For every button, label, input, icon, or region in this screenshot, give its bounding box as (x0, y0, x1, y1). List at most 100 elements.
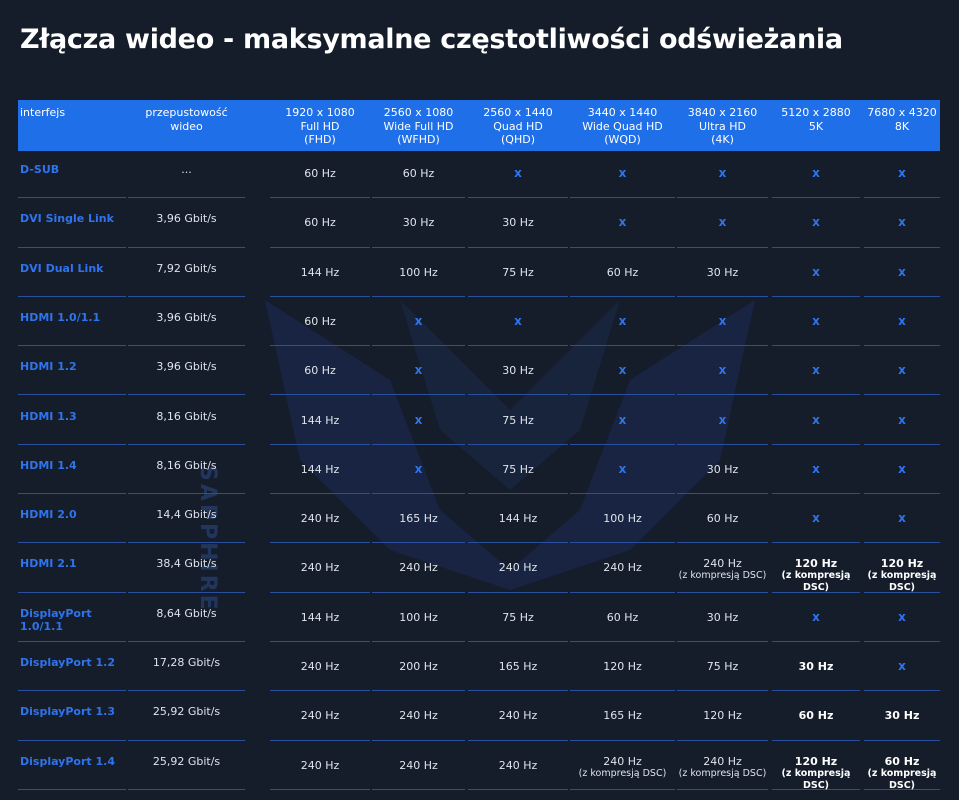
cell-value: x (812, 461, 820, 476)
header-cell: 2560 x 1080 Wide Full HD (WFHD) (372, 106, 465, 147)
table-cell: 240 Hz (270, 693, 370, 741)
table-cell: 30 Hz (372, 200, 465, 248)
table-cell: 240 Hz (270, 496, 370, 544)
table-cell: x (372, 299, 465, 347)
table-cell: x (864, 200, 940, 248)
table-cell: 75 Hz (468, 595, 568, 642)
table-cell: 240 Hz (372, 693, 465, 741)
row-label: HDMI 2.0 (18, 496, 126, 544)
table-cell: 165 Hz (468, 644, 568, 692)
table-cell: 30 Hz (772, 644, 860, 692)
header-line: Ultra HD (699, 119, 746, 133)
table-cell: x (772, 496, 860, 544)
cell-value: x (898, 511, 906, 526)
cell-value: x (898, 215, 906, 230)
row-label: HDMI 1.2 (18, 348, 126, 396)
row-label: DisplayPort 1.2 (18, 644, 126, 692)
cell-value: x (414, 461, 423, 476)
row-label: DisplayPort 1.3 (18, 693, 126, 741)
cell-value: 30 Hz (798, 660, 834, 673)
header-line: wideo (170, 119, 203, 133)
table-cell: x (864, 348, 940, 396)
table-cell: 165 Hz (570, 693, 675, 741)
table-cell: x (677, 151, 768, 199)
header-line: (QHD) (501, 133, 535, 146)
table-cell: 240 Hz (270, 644, 370, 692)
table-cell: 120 Hz (z kompresją DSC) (772, 545, 860, 594)
cell-value: x (898, 609, 906, 624)
table-cell: 7,92 Gbit/s (128, 250, 245, 297)
table-cell: x (864, 250, 940, 297)
table-cell: 8,16 Gbit/s (128, 447, 245, 495)
table-cell: 100 Hz (372, 595, 465, 642)
table-cell: 38,4 Gbit/s (128, 545, 245, 593)
table-cell: x (372, 348, 465, 396)
cell-value: x (718, 363, 727, 378)
cell-value: x (812, 412, 820, 427)
row-label: DisplayPort 1.0/1.1 (18, 595, 126, 642)
cell-note: (z kompresją DSC) (781, 767, 851, 791)
table-cell: x (772, 200, 860, 248)
row-label: DisplayPort 1.4 (18, 743, 126, 790)
cell-value: 240 Hz (703, 557, 742, 571)
cell-value: x (898, 264, 906, 279)
table-cell: 60 Hz (570, 595, 675, 642)
header-line: Wide Quad HD (582, 119, 663, 133)
row-label: DVI Dual Link (18, 250, 126, 297)
table-cell: 240 Hz (570, 545, 675, 593)
table-cell: 120 Hz (570, 644, 675, 692)
table-cell: 240 Hz (z kompresją DSC) (570, 743, 675, 790)
header-cell: 3840 x 2160 Ultra HD (4K) (677, 106, 768, 147)
table-cell: x (570, 398, 675, 445)
table-cell: x (570, 151, 675, 199)
table-cell: 240 Hz (372, 545, 465, 593)
header-line: 2560 x 1440 (483, 106, 553, 119)
table-cell: 100 Hz (372, 250, 465, 297)
table-cell: x (677, 200, 768, 248)
table-cell: x (772, 447, 860, 495)
header-line: Quad HD (493, 119, 543, 133)
table-cell: 75 Hz (468, 447, 568, 495)
cell-value: x (898, 166, 906, 180)
table-cell: 75 Hz (468, 398, 568, 445)
table-cell: ... (128, 151, 245, 199)
cell-note: (z kompresją DSC) (678, 570, 767, 582)
table-cell: 25,92 Gbit/s (128, 743, 245, 790)
table-cell: 8,16 Gbit/s (128, 398, 245, 445)
table-cell: 30 Hz (468, 200, 568, 248)
header-line: 8K (894, 119, 910, 133)
row-label: DVI Single Link (18, 200, 126, 248)
table-cell: 60 Hz (270, 151, 370, 199)
table-cell: 144 Hz (468, 496, 568, 544)
table-cell: 240 Hz (468, 693, 568, 741)
header-cell: przepustowość wideo (128, 106, 245, 133)
table-cell: x (677, 348, 768, 396)
cell-note: (z kompresją DSC) (781, 570, 851, 594)
cell-value: x (898, 412, 906, 427)
header-cell: 2560 x 1440 Quad HD (QHD) (468, 106, 568, 147)
cell-value: x (812, 313, 820, 328)
table-cell: 3,96 Gbit/s (128, 348, 245, 396)
cell-value: x (812, 264, 820, 279)
cell-value: x (414, 412, 423, 427)
table-cell: x (772, 398, 860, 445)
header-line: 2560 x 1080 (383, 106, 454, 119)
table-cell: 3,96 Gbit/s (128, 299, 245, 347)
header-cell: 7680 x 4320 8K (864, 106, 940, 133)
table-cell: 144 Hz (270, 398, 370, 445)
table-cell: 30 Hz (677, 447, 768, 495)
header-line: 3440 x 1440 (587, 106, 658, 119)
cell-value: x (898, 461, 906, 476)
header-cell: 1920 x 1080 Full HD (FHD) (270, 106, 370, 147)
logo-shape (265, 300, 755, 590)
table-cell: x (570, 447, 675, 495)
table-cell: x (372, 398, 465, 445)
table-cell: 240 Hz (z kompresją DSC) (677, 743, 768, 790)
cell-value: x (414, 363, 423, 378)
table-cell: 144 Hz (270, 250, 370, 297)
table-cell: 120 Hz (z kompresją DSC) (772, 743, 860, 791)
table-cell: 17,28 Gbit/s (128, 644, 245, 692)
table-cell: 60 Hz (772, 693, 860, 741)
table-cell: x (468, 299, 568, 347)
cell-value: x (898, 659, 906, 673)
